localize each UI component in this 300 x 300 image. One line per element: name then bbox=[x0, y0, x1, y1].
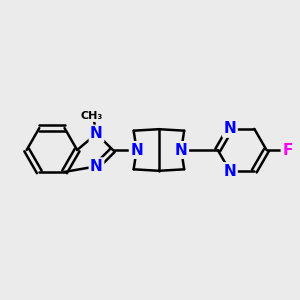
Text: N: N bbox=[224, 164, 236, 178]
Text: N: N bbox=[224, 122, 236, 136]
Text: CH₃: CH₃ bbox=[81, 111, 103, 121]
Text: F: F bbox=[282, 142, 292, 158]
Text: N: N bbox=[90, 159, 103, 174]
Text: N: N bbox=[130, 142, 143, 158]
Text: N: N bbox=[175, 142, 188, 158]
Text: N: N bbox=[90, 126, 103, 141]
